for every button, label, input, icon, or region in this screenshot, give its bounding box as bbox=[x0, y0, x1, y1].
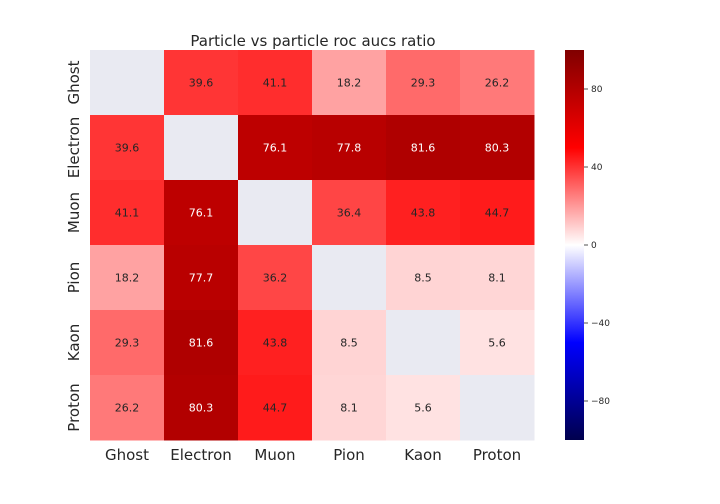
cell-label-electron-proton: 80.3 bbox=[485, 142, 510, 155]
colorbar-tick-label: −80 bbox=[591, 397, 610, 407]
heatmap-cell-pion-kaon bbox=[386, 245, 461, 311]
heatmap-cell-labels: 39.6 41.1 18.2 29.3 26.2 39.6 76.1 77.8 81.6 80.3… bbox=[115, 77, 510, 415]
colorbar bbox=[565, 50, 584, 440]
cell-label-ghost-proton: 26.2 bbox=[485, 77, 510, 90]
cell-label-muon-electron: 76.1 bbox=[189, 207, 214, 220]
heatmap-cell-muon-kaon bbox=[386, 180, 461, 246]
x-tick-label-muon: Muon bbox=[254, 446, 295, 464]
heatmap-cell-kaon-kaon bbox=[386, 310, 461, 376]
x-tick-label-proton: Proton bbox=[473, 446, 521, 464]
cell-label-electron-pion: 77.8 bbox=[337, 142, 362, 155]
y-tick-label-pion: Pion bbox=[65, 262, 83, 294]
x-tick-label-ghost: Ghost bbox=[105, 446, 149, 464]
heatmap-cell-electron-ghost bbox=[90, 115, 165, 181]
heatmap-cell-electron-muon bbox=[238, 115, 313, 181]
cell-label-kaon-muon: 43.8 bbox=[263, 337, 288, 350]
cell-label-electron-muon: 76.1 bbox=[263, 142, 288, 155]
cell-label-ghost-pion: 18.2 bbox=[337, 77, 362, 90]
heatmap-cell-kaon-electron bbox=[164, 310, 239, 376]
heatmap-cell-ghost-ghost bbox=[90, 50, 165, 116]
cell-label-muon-ghost: 41.1 bbox=[115, 207, 140, 220]
cell-label-pion-muon: 36.2 bbox=[263, 272, 288, 285]
heatmap-cell-kaon-muon bbox=[238, 310, 313, 376]
colorbar-tick-label: 40 bbox=[591, 163, 603, 173]
heatmap-cell-pion-electron bbox=[164, 245, 239, 311]
heatmap-cell-proton-kaon bbox=[386, 375, 461, 441]
heatmap-cell-ghost-muon bbox=[238, 50, 313, 116]
heatmap-cell-muon-muon bbox=[238, 180, 313, 246]
colorbar-tick-label: −40 bbox=[591, 319, 610, 329]
cell-label-muon-kaon: 43.8 bbox=[411, 207, 436, 220]
x-tick-labels: Ghost Electron Muon Pion Kaon Proton bbox=[105, 446, 521, 464]
cell-label-kaon-electron: 81.6 bbox=[189, 337, 214, 350]
y-tick-label-electron: Electron bbox=[65, 117, 83, 179]
heatmap-cell-pion-muon bbox=[238, 245, 313, 311]
heatmap-cell-ghost-electron bbox=[164, 50, 239, 116]
heatmap-cell-muon-proton bbox=[460, 180, 535, 246]
heatmap-cell-muon-pion bbox=[312, 180, 387, 246]
x-tick-label-pion: Pion bbox=[333, 446, 365, 464]
cell-label-pion-ghost: 18.2 bbox=[115, 272, 140, 285]
chart-title: Particle vs particle roc aucs ratio bbox=[190, 32, 435, 50]
heatmap-cell-muon-ghost bbox=[90, 180, 165, 246]
cell-label-ghost-muon: 41.1 bbox=[263, 77, 288, 90]
cell-label-kaon-ghost: 29.3 bbox=[115, 337, 140, 350]
y-tick-label-kaon: Kaon bbox=[65, 324, 83, 361]
heatmap-cell-proton-pion bbox=[312, 375, 387, 441]
cell-label-pion-kaon: 8.5 bbox=[414, 272, 432, 285]
heatmap-cell-electron-proton bbox=[460, 115, 535, 181]
heatmap-cell-proton-electron bbox=[164, 375, 239, 441]
cell-label-proton-muon: 44.7 bbox=[263, 402, 288, 415]
cell-label-pion-electron: 77.7 bbox=[189, 272, 214, 285]
cell-label-electron-ghost: 39.6 bbox=[115, 142, 140, 155]
cell-label-proton-kaon: 5.6 bbox=[414, 402, 432, 415]
cell-label-kaon-pion: 8.5 bbox=[340, 337, 358, 350]
colorbar-tick-label: 80 bbox=[591, 85, 603, 95]
cell-label-proton-pion: 8.1 bbox=[340, 402, 358, 415]
cell-label-proton-electron: 80.3 bbox=[189, 402, 214, 415]
cell-label-muon-pion: 36.4 bbox=[337, 207, 362, 220]
heatmap-cell-ghost-proton bbox=[460, 50, 535, 116]
heatmap-cell-kaon-pion bbox=[312, 310, 387, 376]
heatmap-cell-electron-electron bbox=[164, 115, 239, 181]
colorbar-tick-label: 0 bbox=[591, 241, 597, 251]
cell-label-pion-proton: 8.1 bbox=[488, 272, 506, 285]
heatmap-cell-ghost-pion bbox=[312, 50, 387, 116]
cell-label-kaon-proton: 5.6 bbox=[488, 337, 506, 350]
heatmap-cell-pion-ghost bbox=[90, 245, 165, 311]
heatmap-cell-muon-electron bbox=[164, 180, 239, 246]
heatmap-cell-pion-proton bbox=[460, 245, 535, 311]
y-tick-label-proton: Proton bbox=[65, 383, 83, 431]
cell-label-proton-ghost: 26.2 bbox=[115, 402, 140, 415]
cell-label-ghost-electron: 39.6 bbox=[189, 77, 214, 90]
cell-label-muon-proton: 44.7 bbox=[485, 207, 510, 220]
cell-label-ghost-kaon: 29.3 bbox=[411, 77, 436, 90]
heatmap-cell-proton-muon bbox=[238, 375, 313, 441]
x-tick-label-kaon: Kaon bbox=[404, 446, 441, 464]
y-tick-label-ghost: Ghost bbox=[65, 60, 83, 104]
heatmap-cell-kaon-ghost bbox=[90, 310, 165, 376]
heatmap-cell-electron-pion bbox=[312, 115, 387, 181]
heatmap-cell-electron-kaon bbox=[386, 115, 461, 181]
heatmap-cell-proton-ghost bbox=[90, 375, 165, 441]
colorbar-ticks: 80 40 0 −40 −80 bbox=[584, 85, 610, 407]
cell-label-electron-kaon: 81.6 bbox=[411, 142, 436, 155]
heatmap-cell-pion-pion bbox=[312, 245, 387, 311]
y-tick-labels: Ghost Electron Muon Pion Kaon Proton bbox=[65, 60, 83, 431]
y-tick-label-muon: Muon bbox=[65, 192, 83, 233]
heatmap-cells bbox=[90, 50, 535, 441]
x-tick-label-electron: Electron bbox=[170, 446, 232, 464]
heatmap-cell-ghost-kaon bbox=[386, 50, 461, 116]
heatmap-cell-kaon-proton bbox=[460, 310, 535, 376]
heatmap-cell-proton-proton bbox=[460, 375, 535, 441]
